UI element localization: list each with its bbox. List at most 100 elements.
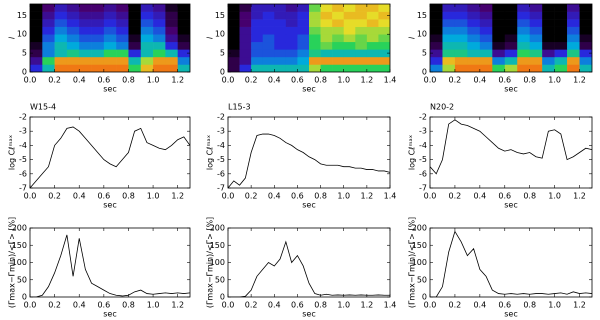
- heat-cell: [251, 11, 264, 20]
- x-axis-label: sec: [103, 201, 117, 210]
- heat-cell: [91, 41, 105, 50]
- heat-cell: [153, 64, 166, 72]
- y-tick-label: 5: [422, 49, 427, 58]
- x-tick-label: 1.0: [337, 192, 350, 201]
- heat-cell: [285, 34, 298, 43]
- x-tick-label: 0.4: [268, 76, 281, 85]
- heat-cell: [467, 26, 481, 35]
- heat-cell: [116, 19, 129, 27]
- heat-cell: [42, 64, 55, 72]
- heat-cell: [165, 49, 178, 58]
- heat-cell: [128, 11, 142, 20]
- x-tick-label: 1.2: [573, 76, 586, 85]
- heat-cell: [504, 64, 518, 72]
- heat-cell: [467, 19, 481, 27]
- axes-frame: [429, 116, 593, 189]
- heat-cell: [165, 41, 178, 50]
- heat-cell: [467, 49, 481, 58]
- y-tick-label: 10: [215, 30, 225, 39]
- heat-cell: [116, 26, 129, 35]
- x-tick-label: 0.2: [48, 76, 61, 85]
- x-tick-label: 1.2: [171, 301, 184, 310]
- y-tick-label: -4: [217, 141, 225, 150]
- heat-cell: [165, 26, 178, 35]
- x-tick-label: 0.8: [523, 76, 536, 85]
- x-tick-label: 0.6: [97, 301, 110, 310]
- heat-cell: [467, 56, 481, 65]
- heat-cell: [442, 41, 456, 50]
- heat-cell: [309, 34, 321, 43]
- y-tick-label: -7: [217, 184, 225, 193]
- x-tick-label: 0.6: [97, 192, 110, 201]
- heat-cell: [378, 49, 390, 58]
- chart-title: N20-2: [430, 103, 454, 112]
- heat-cell: [355, 49, 368, 58]
- heat-cell: [492, 4, 506, 12]
- heat-cell: [442, 19, 456, 27]
- heat-cell: [103, 64, 117, 72]
- heat-cell: [366, 49, 379, 58]
- heat-cell: [492, 34, 506, 43]
- x-axis-label: sec: [504, 310, 518, 319]
- heat-cell: [343, 34, 356, 43]
- heat-cell: [42, 56, 55, 65]
- heat-cell: [430, 64, 443, 72]
- heat-cell: [309, 19, 321, 27]
- heat-cell: [454, 64, 468, 72]
- heat-cell: [165, 56, 178, 65]
- heat-cell: [517, 11, 530, 20]
- heat-cell: [30, 11, 43, 20]
- heat-cell: [91, 56, 105, 65]
- heat-cell: [153, 11, 166, 20]
- heat-cell: [529, 64, 543, 72]
- x-tick-label: 0.4: [473, 76, 486, 85]
- heat-cell: [366, 34, 379, 43]
- heat-cell: [103, 19, 117, 27]
- heat-cell: [297, 64, 310, 72]
- heat-cell: [30, 49, 43, 58]
- heat-cell: [79, 34, 92, 43]
- heat-cell: [297, 56, 310, 65]
- y-axis-label: l: [206, 36, 215, 39]
- heat-cell: [579, 4, 592, 12]
- heat-cell: [332, 26, 345, 35]
- heat-cell: [42, 34, 55, 43]
- heat-cell: [54, 56, 68, 65]
- heat-cell: [378, 64, 390, 72]
- heat-cell: [355, 11, 368, 20]
- heat-cell: [567, 4, 580, 12]
- heat-cell: [332, 64, 345, 72]
- heat-cell: [66, 26, 80, 35]
- x-tick-label: 0.8: [314, 301, 327, 310]
- heat-cell: [228, 49, 240, 58]
- heat-cell: [116, 49, 129, 58]
- heat-cell: [297, 41, 310, 50]
- heat-cell: [177, 26, 190, 35]
- heat-cell: [366, 64, 379, 72]
- heat-cell: [332, 4, 345, 12]
- heat-cell: [297, 49, 310, 58]
- heat-cell: [504, 41, 518, 50]
- heat-cell: [153, 49, 166, 58]
- x-tick-label: 0.6: [291, 76, 304, 85]
- x-tick-label: 0.8: [523, 301, 536, 310]
- heat-cell: [355, 56, 368, 65]
- heat-cell: [228, 26, 240, 35]
- heat-cell: [320, 26, 333, 35]
- heat-cell: [355, 64, 368, 72]
- x-tick-label: 0.0: [24, 301, 37, 310]
- heat-cell: [79, 26, 92, 35]
- heat-cell: [454, 19, 468, 27]
- chart-title: W15-4: [30, 103, 56, 112]
- heat-cell: [309, 11, 321, 20]
- y-tick-label: -5: [419, 155, 427, 164]
- x-tick-label: 0.2: [449, 192, 462, 201]
- heat-cell: [554, 11, 568, 20]
- plot-area: [430, 230, 592, 297]
- heat-cell: [140, 4, 154, 12]
- heat-cell: [103, 26, 117, 35]
- heat-cell: [517, 4, 530, 12]
- heat-cell: [228, 41, 240, 50]
- heat-cell: [285, 19, 298, 27]
- heat-cell: [239, 64, 252, 72]
